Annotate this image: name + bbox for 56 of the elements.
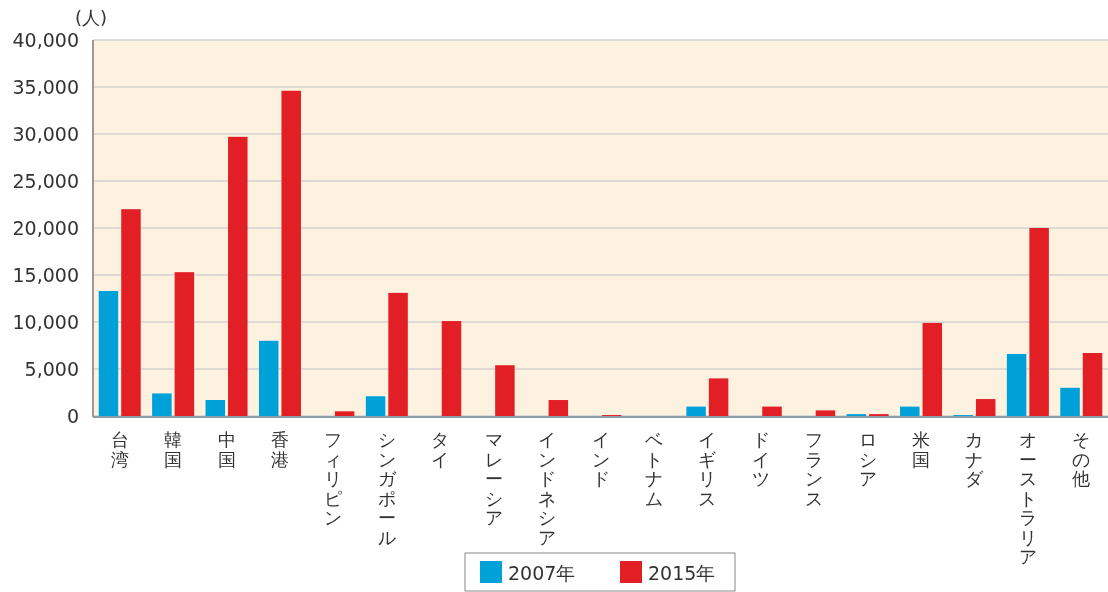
bar — [1082, 353, 1103, 416]
bar — [365, 396, 386, 416]
bar — [900, 406, 920, 416]
bar — [708, 378, 729, 416]
bar — [334, 411, 355, 416]
bar — [281, 90, 301, 416]
x-tick-label: 香港 — [270, 429, 289, 470]
bar — [815, 410, 836, 416]
x-tick-label: インドネシア — [538, 429, 557, 548]
y-axis-title: (人) — [75, 7, 108, 28]
x-tick-label: イギリス — [698, 429, 717, 509]
bar — [258, 340, 279, 416]
bar — [1060, 387, 1080, 416]
bar — [174, 272, 195, 416]
legend-label: 2007年 — [508, 562, 576, 584]
bar — [548, 400, 569, 416]
bar — [1006, 353, 1027, 416]
x-tick-label: オーストラリア — [1018, 429, 1037, 567]
x-tick-label: ドイツ — [751, 429, 770, 489]
y-tick-label: 10,000 — [12, 311, 79, 333]
y-tick-label: 20,000 — [12, 217, 79, 239]
x-tick-label: 台湾 — [110, 429, 129, 470]
bar — [205, 400, 226, 416]
x-tick-label: 韓国 — [164, 429, 183, 470]
x-tick-label: フィリピン — [324, 429, 343, 528]
y-tick-label: 35,000 — [12, 76, 79, 98]
bar — [762, 406, 782, 416]
y-tick-label: 5,000 — [24, 358, 79, 380]
bar — [388, 292, 408, 416]
bar — [975, 399, 996, 416]
x-tick-label: タイ — [431, 429, 450, 470]
x-tick-label: カナダ — [965, 429, 985, 489]
x-tick-label: マレーシア — [484, 429, 503, 528]
x-tick-label: その他 — [1072, 429, 1091, 489]
x-tick-label: シンガポール — [377, 429, 397, 548]
x-tick-label: インド — [591, 429, 610, 489]
y-tick-label: 0 — [66, 405, 79, 427]
x-tick-label: ベトナム — [644, 429, 663, 509]
x-tick-label: 米国 — [912, 429, 931, 470]
bar — [121, 209, 141, 416]
bar — [922, 322, 943, 416]
bar — [228, 136, 248, 416]
x-tick-label: ロシア — [858, 429, 877, 489]
x-tick-label: フランス — [805, 429, 824, 509]
bar — [152, 393, 172, 416]
y-tick-label: 40,000 — [12, 29, 79, 51]
x-tick-label: 中国 — [217, 429, 236, 470]
y-tick-label: 30,000 — [12, 123, 79, 145]
y-tick-label: 15,000 — [12, 264, 79, 286]
bar — [686, 406, 706, 416]
y-tick-label: 25,000 — [12, 170, 79, 192]
bar — [1029, 228, 1049, 416]
bar — [441, 321, 462, 416]
legend-label: 2015年 — [648, 562, 716, 584]
bar — [98, 290, 119, 416]
bar — [495, 365, 515, 416]
